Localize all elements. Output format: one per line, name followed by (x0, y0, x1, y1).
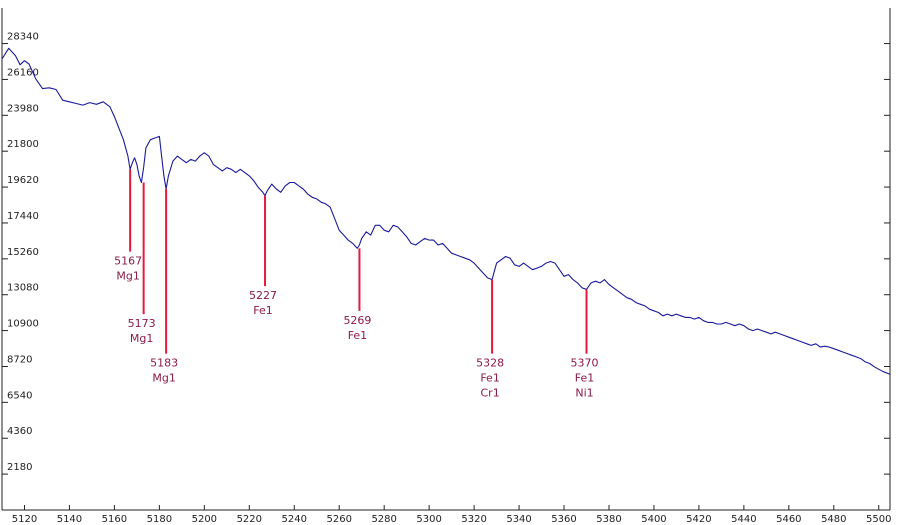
annotation-label: 5183 (150, 357, 178, 370)
annotation-label: Fe1 (480, 372, 500, 385)
y-tick-label: 13080 (7, 283, 39, 294)
y-tick-label: 10900 (7, 319, 39, 330)
x-tick-label: 5440 (731, 514, 756, 525)
annotation-label: 5173 (128, 317, 156, 330)
series-group (1, 47, 891, 375)
x-tick-label: 5400 (641, 514, 666, 525)
x-tick-label: 5340 (506, 514, 531, 525)
x-tick-label: 5380 (596, 514, 621, 525)
annotation-5269: 5269 Fe1 (343, 248, 371, 342)
y-tick-label: 19620 (7, 175, 39, 186)
annotation-label: Mg1 (116, 270, 139, 283)
x-tick-label: 5260 (326, 514, 351, 525)
y-tick-label: 21800 (7, 139, 39, 150)
annotation-5173: 5173 Mg1 (128, 182, 156, 345)
annotation-5227: 5227 Fe1 (249, 195, 277, 317)
annotation-label: Mg1 (130, 332, 153, 345)
y-tick-label: 17440 (7, 211, 39, 222)
y-tick-label: 28340 (7, 32, 39, 43)
annotation-label: 5167 (114, 255, 142, 268)
x-tick-label: 5180 (147, 514, 172, 525)
annotation-5183: 5183 Mg1 (150, 189, 178, 385)
x-tick-label: 5220 (237, 514, 262, 525)
x-tick-label: 5240 (282, 514, 307, 525)
x-tick-label: 5140 (57, 514, 82, 525)
y-tick-label: 8720 (7, 354, 32, 365)
x-tick-label: 5160 (102, 514, 127, 525)
annotation-5370: 5370 Fe1 Ni1 (571, 289, 599, 400)
annotation-label: Fe1 (575, 372, 595, 385)
annotation-label: 5269 (343, 314, 371, 327)
annotation-5328: 5328 Fe1 Cr1 (476, 279, 504, 400)
y-tick-label: 26160 (7, 67, 39, 78)
annotation-5167: 5167 Mg1 (114, 169, 142, 283)
annotation-label: Cr1 (480, 387, 499, 400)
y-axis-ticks: 2180 4360 6540 8720 10900 13080 15260 17440 1962… (2, 32, 890, 475)
x-tick-label: 5300 (416, 514, 441, 525)
annotation-label: 5227 (249, 289, 277, 302)
y-tick-label: 23980 (7, 103, 39, 114)
x-tick-label: 5360 (551, 514, 576, 525)
x-tick-label: 5480 (821, 514, 846, 525)
y-tick-label: 4360 (7, 426, 32, 437)
annotation-label: Fe1 (253, 304, 273, 317)
spectrum-line (1, 47, 891, 375)
annotation-label: 5370 (571, 357, 599, 370)
annotation-label: Fe1 (348, 329, 368, 342)
annotations-group: 5167 Mg1 5173 Mg1 5183 Mg1 5227 Fe1 5269 Fe1 5328 F… (114, 169, 599, 400)
x-tick-label: 5120 (12, 514, 37, 525)
x-tick-label: 5200 (192, 514, 217, 525)
annotation-label: Mg1 (152, 372, 175, 385)
annotation-label: 5328 (476, 357, 504, 370)
x-axis-ticks: 5120 5140 5160 5180 5200 5220 5240 5260 5280 5300… (12, 505, 891, 525)
x-tick-label: 5320 (461, 514, 486, 525)
y-tick-label: 6540 (7, 390, 32, 401)
x-tick-label: 5420 (686, 514, 711, 525)
y-tick-label: 15260 (7, 247, 39, 258)
annotation-label: Ni1 (575, 387, 593, 400)
x-tick-label: 5460 (776, 514, 801, 525)
x-tick-label: 5280 (371, 514, 396, 525)
y-tick-label: 2180 (7, 462, 32, 473)
x-tick-label: 5500 (866, 514, 891, 525)
